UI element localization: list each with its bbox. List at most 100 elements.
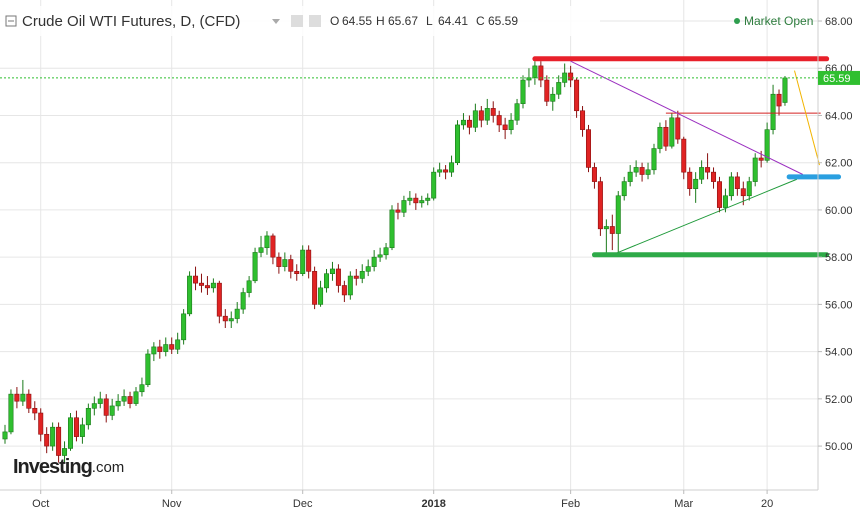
candle-body [246, 280, 252, 293]
candle-body [597, 181, 603, 230]
candle-body [550, 93, 556, 102]
candle-body [175, 339, 181, 350]
candle-body [669, 117, 675, 147]
candle-body [383, 247, 389, 256]
candle-body [85, 407, 91, 426]
candle-body [770, 93, 776, 130]
candle-body [395, 209, 401, 213]
candle-body [568, 72, 574, 81]
candle-body [764, 129, 770, 161]
settings-icon[interactable] [291, 15, 303, 27]
candle-body [502, 124, 508, 130]
candle-body [484, 108, 490, 121]
candle-body [419, 200, 425, 204]
candle-body [401, 200, 407, 213]
candle-body [121, 396, 127, 402]
candle-body [312, 271, 318, 305]
candle-body [585, 129, 591, 168]
candle-body [145, 353, 151, 385]
candle-body [32, 407, 38, 414]
y-tick-label: 68.00 [825, 16, 853, 28]
ohlc-key: L [426, 14, 433, 28]
candle-body [711, 171, 717, 182]
candle-body [532, 65, 538, 78]
market-status-dot [734, 18, 740, 24]
trend-line [794, 70, 820, 166]
candle-body [38, 412, 44, 435]
axes: 50.00 52.00 54.00 56.00 58.00 60.00 62.00 64.00… [32, 16, 860, 510]
candle-body [466, 119, 472, 128]
candle-body [270, 235, 276, 258]
logo: Investing.com [13, 456, 124, 478]
candle-body [633, 167, 639, 173]
collapse-icon[interactable] [5, 15, 17, 27]
candle-body [282, 259, 288, 267]
candle-body [538, 65, 544, 81]
candle-body [734, 176, 740, 189]
candle-body [163, 344, 169, 352]
candle-body [252, 252, 258, 282]
candle-body [687, 171, 693, 189]
ohlc-value: 65.59 [488, 14, 518, 28]
x-tick-label: 2018 [421, 498, 445, 510]
candle-body [44, 433, 50, 447]
candle-body [627, 171, 633, 182]
candle-body [651, 148, 657, 171]
candle-body [645, 169, 651, 175]
candle-body [746, 181, 752, 197]
ohlc-value: 64.55 [342, 14, 372, 28]
candle-body [722, 195, 728, 208]
dropdown-icon[interactable] [272, 19, 280, 24]
chart-title: Crude Oil WTI Futures, D, (CFD) [22, 13, 240, 30]
candle-body [460, 119, 466, 126]
candle-body [455, 124, 461, 164]
candle-body [758, 157, 764, 161]
candle-body [14, 393, 20, 402]
y-tick-label: 64.00 [825, 110, 853, 122]
candle-body [139, 384, 145, 393]
candle-body [216, 282, 222, 317]
candle-body [222, 315, 228, 322]
candle-body [335, 268, 341, 286]
close-icon[interactable] [309, 15, 321, 27]
candle-body [204, 285, 210, 289]
candle-body [234, 308, 240, 319]
candle-body [478, 110, 484, 121]
grid [0, 0, 818, 490]
y-tick-label: 50.00 [825, 441, 853, 453]
y-tick-label: 52.00 [825, 394, 853, 406]
candle-body [377, 254, 383, 258]
candle-body [151, 346, 157, 355]
candle-body [62, 448, 68, 456]
candle-body [580, 110, 586, 130]
candle-body [556, 82, 562, 95]
candle-body [26, 393, 32, 409]
market-status: Market Open [744, 14, 813, 28]
x-tick-label: Oct [32, 498, 49, 510]
candle-body [615, 195, 621, 234]
x-tick-label: Dec [293, 498, 313, 510]
candle-body [591, 167, 597, 182]
logo-suffix: .com [92, 459, 125, 476]
ohlc-key: C [476, 14, 485, 28]
candle-body [472, 110, 478, 128]
last-price-tag [818, 70, 860, 85]
candle-body [639, 167, 645, 175]
candle-body [294, 271, 300, 274]
y-tick-label: 54.00 [825, 347, 853, 359]
candle-body [91, 403, 97, 409]
candle-body [169, 344, 175, 350]
candle-body [73, 417, 79, 437]
candle-body [210, 282, 216, 289]
candle-body [109, 405, 115, 416]
ohlc-key: O [330, 14, 339, 28]
ohlc-value: 65.67 [388, 14, 418, 28]
logo-main: Investing [13, 456, 92, 478]
candle-body [198, 282, 204, 286]
candle-body [97, 398, 103, 404]
candle-body [693, 178, 699, 189]
candle-body [127, 396, 133, 404]
candle-body [496, 115, 502, 126]
last-price-label: 65.59 [823, 73, 851, 85]
